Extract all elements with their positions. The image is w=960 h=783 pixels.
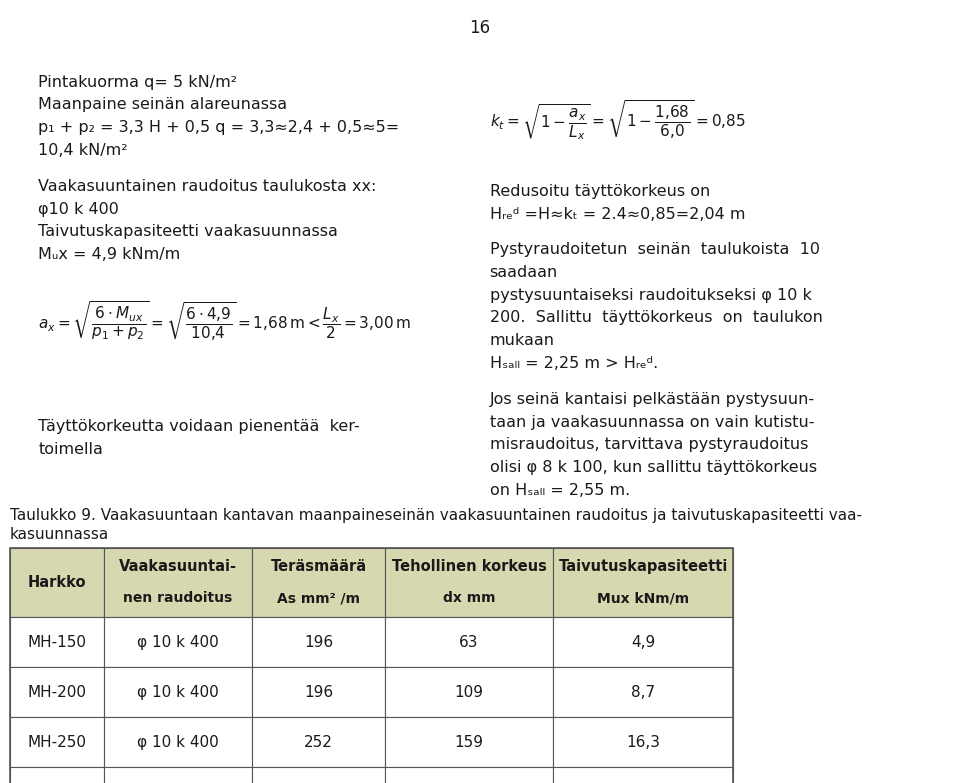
Text: Harkko: Harkko	[28, 575, 85, 590]
Text: 16: 16	[469, 20, 491, 37]
Text: misraudoitus, tarvittava pystyraudoitus: misraudoitus, tarvittava pystyraudoitus	[490, 437, 808, 453]
Text: Tehollinen korkeus: Tehollinen korkeus	[392, 559, 546, 575]
Bar	[553, 767, 733, 783]
Bar	[553, 548, 733, 617]
Bar	[10, 548, 104, 617]
Text: MH-200: MH-200	[27, 684, 86, 700]
Text: 109: 109	[454, 684, 484, 700]
Text: As mm² /m: As mm² /m	[277, 591, 360, 605]
Text: Pystyraudoitetun  seinän  taulukoista  10: Pystyraudoitetun seinän taulukoista 10	[490, 242, 820, 258]
Text: kasuunnassa: kasuunnassa	[10, 526, 108, 542]
Bar	[10, 667, 104, 717]
Bar	[10, 548, 733, 783]
Bar	[10, 717, 104, 767]
Text: φ 10 k 400: φ 10 k 400	[137, 734, 219, 750]
Text: $k_t = \sqrt{1 - \dfrac{a_x}{L_x}} = \sqrt{1 - \dfrac{1{,}68}{6{,}0}} = 0{,}85$: $k_t = \sqrt{1 - \dfrac{a_x}{L_x}} = \sq…	[490, 99, 745, 143]
Text: Mux kNm/m: Mux kNm/m	[597, 591, 689, 605]
Text: 200.  Sallittu  täyttökorkeus  on  taulukon: 200. Sallittu täyttökorkeus on taulukon	[490, 310, 823, 326]
Text: taan ja vaakasuunnassa on vain kutistu-: taan ja vaakasuunnassa on vain kutistu-	[490, 414, 814, 430]
Text: p₁ + p₂ = 3,3 H + 0,5 q = 3,3≈2,4 + 0,5≈5=: p₁ + p₂ = 3,3 H + 0,5 q = 3,3≈2,4 + 0,5≈…	[38, 120, 399, 135]
Text: Maanpaine seinän alareunassa: Maanpaine seinän alareunassa	[38, 97, 288, 113]
Bar	[385, 767, 553, 783]
Text: 196: 196	[304, 634, 333, 650]
Text: Taivutuskapasiteetti vaakasuunnassa: Taivutuskapasiteetti vaakasuunnassa	[38, 224, 338, 240]
Bar	[104, 548, 252, 617]
Text: Täyttökorkeutta voidaan pienentää  ker-: Täyttökorkeutta voidaan pienentää ker-	[38, 419, 360, 435]
Bar	[10, 767, 104, 783]
Text: Hₛₐₗₗ = 2,25 m > Hᵣₑᵈ.: Hₛₐₗₗ = 2,25 m > Hᵣₑᵈ.	[490, 355, 658, 371]
Text: pystysuuntaiseksi raudoitukseksi φ 10 k: pystysuuntaiseksi raudoitukseksi φ 10 k	[490, 287, 811, 303]
Text: nen raudoitus: nen raudoitus	[124, 591, 232, 605]
Bar	[252, 767, 385, 783]
Text: 8,7: 8,7	[631, 684, 656, 700]
Bar	[104, 617, 252, 667]
Bar	[385, 617, 553, 667]
Text: dx mm: dx mm	[443, 591, 495, 605]
Bar	[104, 667, 252, 717]
Text: 10,4 kN/m²: 10,4 kN/m²	[38, 143, 128, 158]
Text: 252: 252	[304, 734, 333, 750]
Text: 196: 196	[304, 684, 333, 700]
Text: Pintakuorma q= 5 kN/m²: Pintakuorma q= 5 kN/m²	[38, 74, 237, 90]
Text: Vaakasuuntainen raudoitus taulukosta xx:: Vaakasuuntainen raudoitus taulukosta xx:	[38, 179, 376, 194]
Text: φ10 k 400: φ10 k 400	[38, 201, 119, 217]
Text: $a_x = \sqrt{\dfrac{6 \cdot M_{ux}}{p_1+p_2}} = \sqrt{\dfrac{6 \cdot 4{,}9}{10{,: $a_x = \sqrt{\dfrac{6 \cdot M_{ux}}{p_1+…	[38, 299, 411, 343]
Text: Taulukko 9. Vaakasuuntaan kantavan maanpaineseinän vaakasuuntainen raudoitus ja : Taulukko 9. Vaakasuuntaan kantavan maanp…	[10, 507, 862, 523]
Text: Hᵣₑᵈ =H≈kₜ = 2.4≈0,85=2,04 m: Hᵣₑᵈ =H≈kₜ = 2.4≈0,85=2,04 m	[490, 207, 745, 222]
Text: φ 10 k 400: φ 10 k 400	[137, 684, 219, 700]
Text: 159: 159	[454, 734, 484, 750]
Text: φ 10 k 400: φ 10 k 400	[137, 634, 219, 650]
Bar	[385, 548, 553, 617]
Text: on Hₛₐₗₗ = 2,55 m.: on Hₛₐₗₗ = 2,55 m.	[490, 482, 630, 498]
Bar	[553, 717, 733, 767]
Text: saadaan: saadaan	[490, 265, 558, 280]
Text: Taivutuskapasiteetti: Taivutuskapasiteetti	[559, 559, 728, 575]
Bar	[104, 767, 252, 783]
Text: 16,3: 16,3	[626, 734, 660, 750]
Text: toimella: toimella	[38, 442, 104, 457]
Bar	[252, 667, 385, 717]
Text: Jos seinä kantaisi pelkästään pystysuun-: Jos seinä kantaisi pelkästään pystysuun-	[490, 392, 815, 407]
Bar	[385, 717, 553, 767]
Bar	[252, 548, 385, 617]
Bar	[10, 548, 733, 617]
Text: 63: 63	[459, 634, 479, 650]
Text: MH-150: MH-150	[27, 634, 86, 650]
Bar	[385, 667, 553, 717]
Bar	[252, 617, 385, 667]
Text: olisi φ 8 k 100, kun sallittu täyttökorkeus: olisi φ 8 k 100, kun sallittu täyttökork…	[490, 460, 817, 475]
Text: Redusoitu täyttökorkeus on: Redusoitu täyttökorkeus on	[490, 184, 709, 200]
Bar	[553, 667, 733, 717]
Text: mukaan: mukaan	[490, 333, 555, 348]
Text: Vaakasuuntai-: Vaakasuuntai-	[119, 559, 237, 575]
Text: Teräsmäärä: Teräsmäärä	[271, 559, 367, 575]
Text: 4,9: 4,9	[631, 634, 656, 650]
Text: MH-250: MH-250	[27, 734, 86, 750]
Bar	[252, 717, 385, 767]
Bar	[10, 617, 104, 667]
Bar	[104, 717, 252, 767]
Text: Mᵤx = 4,9 kNm/m: Mᵤx = 4,9 kNm/m	[38, 247, 180, 262]
Bar	[553, 617, 733, 667]
